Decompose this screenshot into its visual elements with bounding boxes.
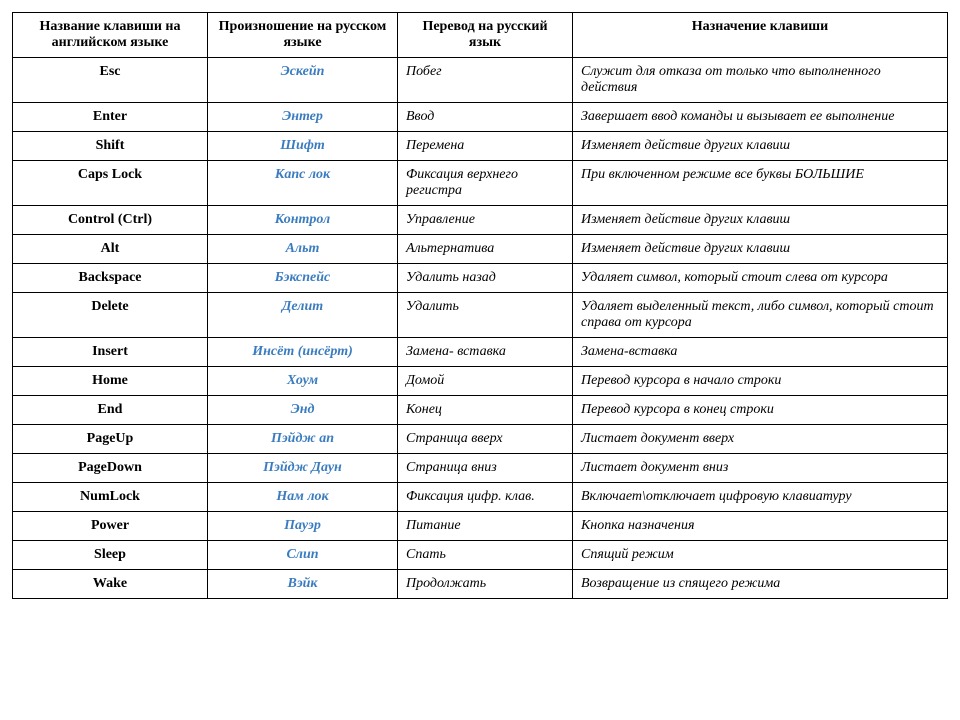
table-row: Caps LockКапс локФиксация верхнего регис… — [13, 161, 948, 206]
cell-translation: Удалить — [398, 293, 573, 338]
cell-pronunciation: Эскейп — [208, 58, 398, 103]
table-body: EscЭскейпПобегСлужит для отказа от тольк… — [13, 58, 948, 599]
table-header-row: Название клавиши на английском языке Про… — [13, 13, 948, 58]
cell-translation: Домой — [398, 367, 573, 396]
cell-translation: Страница вниз — [398, 454, 573, 483]
table-row: AltАльтАльтернативаИзменяет действие дру… — [13, 235, 948, 264]
cell-description: Кнопка назначения — [573, 512, 948, 541]
cell-translation: Фиксация верхнего регистра — [398, 161, 573, 206]
table-row: EndЭндКонецПеревод курсора в конец строк… — [13, 396, 948, 425]
col-header-description: Назначение клавиши — [573, 13, 948, 58]
table-row: PageUpПэйдж апСтраница вверхЛистает доку… — [13, 425, 948, 454]
cell-key: NumLock — [13, 483, 208, 512]
cell-pronunciation: Энтер — [208, 103, 398, 132]
table-row: EscЭскейпПобегСлужит для отказа от тольк… — [13, 58, 948, 103]
table-row: SleepСлипСпатьСпящий режим — [13, 541, 948, 570]
cell-description: Возвращение из спящего режима — [573, 570, 948, 599]
cell-translation: Замена- вставка — [398, 338, 573, 367]
cell-pronunciation: Энд — [208, 396, 398, 425]
cell-key: Power — [13, 512, 208, 541]
cell-pronunciation: Пауэр — [208, 512, 398, 541]
cell-key: End — [13, 396, 208, 425]
cell-translation: Конец — [398, 396, 573, 425]
cell-key: Wake — [13, 570, 208, 599]
cell-description: Изменяет действие других клавиш — [573, 206, 948, 235]
table-row: ShiftШифтПеременаИзменяет действие други… — [13, 132, 948, 161]
cell-key: Delete — [13, 293, 208, 338]
cell-key: Control (Ctrl) — [13, 206, 208, 235]
cell-key: Caps Lock — [13, 161, 208, 206]
cell-key: Alt — [13, 235, 208, 264]
cell-translation: Управление — [398, 206, 573, 235]
table-row: PowerПауэрПитаниеКнопка назначения — [13, 512, 948, 541]
cell-key: Insert — [13, 338, 208, 367]
table-row: Control (Ctrl)КонтролУправлениеИзменяет … — [13, 206, 948, 235]
cell-pronunciation: Вэйк — [208, 570, 398, 599]
cell-description: При включенном режиме все буквы БОЛЬШИЕ — [573, 161, 948, 206]
table-row: HomeХоумДомойПеревод курсора в начало ст… — [13, 367, 948, 396]
cell-pronunciation: Альт — [208, 235, 398, 264]
cell-description: Листает документ вниз — [573, 454, 948, 483]
cell-description: Изменяет действие других клавиш — [573, 132, 948, 161]
cell-key: Esc — [13, 58, 208, 103]
cell-pronunciation: Слип — [208, 541, 398, 570]
table-row: EnterЭнтерВводЗавершает ввод команды и в… — [13, 103, 948, 132]
cell-pronunciation: Хоум — [208, 367, 398, 396]
cell-description: Изменяет действие других клавиш — [573, 235, 948, 264]
cell-translation: Страница вверх — [398, 425, 573, 454]
cell-pronunciation: Пэйдж Даун — [208, 454, 398, 483]
cell-translation: Питание — [398, 512, 573, 541]
cell-translation: Спать — [398, 541, 573, 570]
cell-description: Перевод курсора в конец строки — [573, 396, 948, 425]
cell-key: Sleep — [13, 541, 208, 570]
cell-description: Служит для отказа от только что выполнен… — [573, 58, 948, 103]
cell-pronunciation: Капс лок — [208, 161, 398, 206]
cell-description: Удаляет выделенный текст, либо символ, к… — [573, 293, 948, 338]
cell-pronunciation: Шифт — [208, 132, 398, 161]
table-row: WakeВэйкПродолжатьВозвращение из спящего… — [13, 570, 948, 599]
table-row: BackspaceБэкспейсУдалить назадУдаляет си… — [13, 264, 948, 293]
cell-translation: Перемена — [398, 132, 573, 161]
cell-key: Backspace — [13, 264, 208, 293]
cell-translation: Продолжать — [398, 570, 573, 599]
cell-description: Завершает ввод команды и вызывает ее вып… — [573, 103, 948, 132]
cell-translation: Фиксация цифр. клав. — [398, 483, 573, 512]
table-row: InsertИнсёт (инсёрт)Замена- вставкаЗамен… — [13, 338, 948, 367]
cell-description: Спящий режим — [573, 541, 948, 570]
cell-description: Замена-вставка — [573, 338, 948, 367]
cell-translation: Удалить назад — [398, 264, 573, 293]
cell-description: Удаляет символ, который стоит слева от к… — [573, 264, 948, 293]
cell-translation: Ввод — [398, 103, 573, 132]
cell-description: Включает\отключает цифровую клавиатуру — [573, 483, 948, 512]
cell-translation: Побег — [398, 58, 573, 103]
cell-pronunciation: Бэкспейс — [208, 264, 398, 293]
col-header-key: Название клавиши на английском языке — [13, 13, 208, 58]
cell-pronunciation: Делит — [208, 293, 398, 338]
cell-pronunciation: Нам лок — [208, 483, 398, 512]
cell-pronunciation: Инсёт (инсёрт) — [208, 338, 398, 367]
keyboard-keys-table: Название клавиши на английском языке Про… — [12, 12, 948, 599]
cell-pronunciation: Пэйдж ап — [208, 425, 398, 454]
table-row: DeleteДелитУдалитьУдаляет выделенный тек… — [13, 293, 948, 338]
cell-key: Shift — [13, 132, 208, 161]
col-header-pronunciation: Произношение на русском языке — [208, 13, 398, 58]
cell-description: Листает документ вверх — [573, 425, 948, 454]
col-header-translation: Перевод на русский язык — [398, 13, 573, 58]
cell-pronunciation: Контрол — [208, 206, 398, 235]
cell-key: Enter — [13, 103, 208, 132]
cell-key: PageDown — [13, 454, 208, 483]
table-row: NumLockНам локФиксация цифр. клав.Включа… — [13, 483, 948, 512]
cell-translation: Альтернатива — [398, 235, 573, 264]
cell-key: PageUp — [13, 425, 208, 454]
cell-key: Home — [13, 367, 208, 396]
table-row: PageDownПэйдж ДаунСтраница внизЛистает д… — [13, 454, 948, 483]
cell-description: Перевод курсора в начало строки — [573, 367, 948, 396]
